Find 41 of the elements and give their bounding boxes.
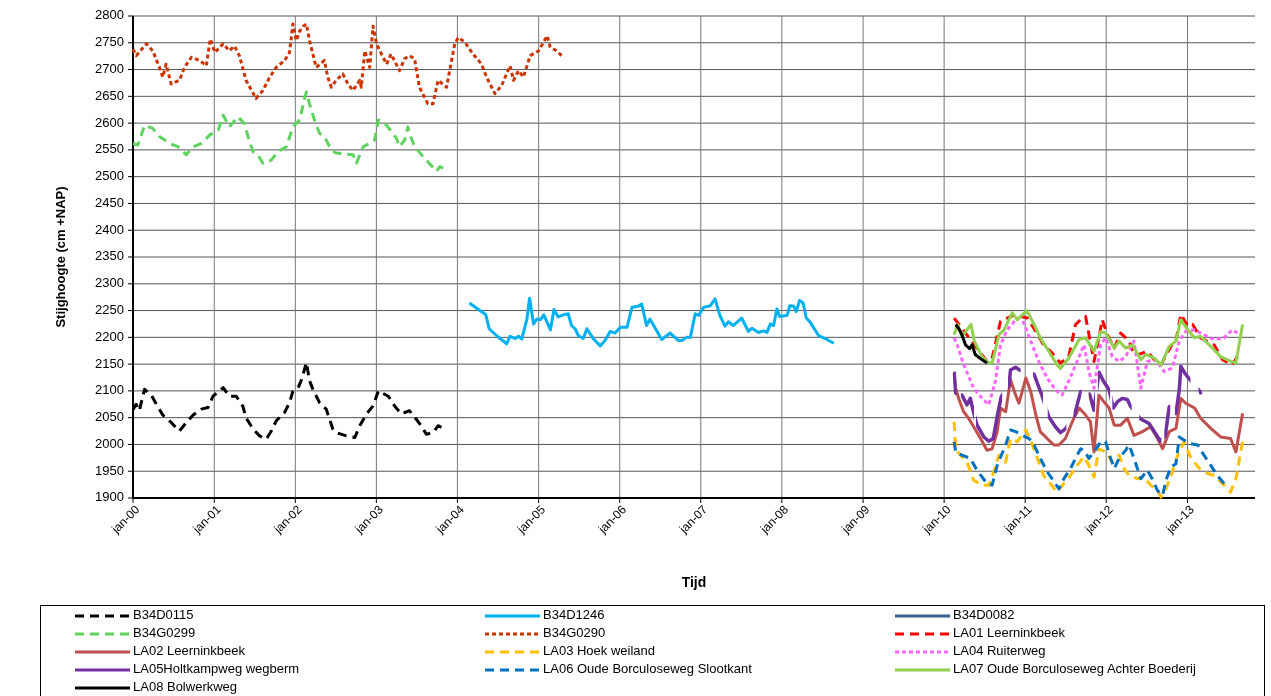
- legend-label: LA01 Leerninkbeek: [953, 625, 1066, 641]
- legend-label: LA07 Oude Borculoseweg Achter Boederij: [953, 661, 1196, 677]
- y-tick-label: 2300: [95, 275, 124, 291]
- y-tick-label: 2650: [95, 87, 124, 103]
- y-tick-label: 2100: [95, 382, 124, 398]
- legend-label: LA08 Bolwerkweg: [133, 679, 238, 695]
- line-series: [131, 90, 445, 173]
- y-tick-label: 2600: [95, 114, 124, 130]
- line-series: [953, 364, 1203, 443]
- y-tick-label: 2150: [95, 355, 124, 371]
- y-tick-label: 1950: [95, 462, 124, 478]
- legend-label: LA04 Ruiterweg: [953, 643, 1046, 659]
- line-series: [467, 296, 836, 348]
- legend-label: B34D0115: [133, 607, 194, 623]
- y-tick-label: 2000: [95, 435, 124, 451]
- legend-label: B34G0290: [543, 625, 606, 641]
- line-series: [952, 420, 1245, 499]
- line-series: [954, 322, 989, 365]
- legend-label: LA06 Oude Borculoseweg Slootkant: [543, 661, 753, 677]
- y-axis-title: Stijghoogte (cm +NAP): [53, 186, 69, 328]
- legend-label: LA03 Hoek weiland: [543, 643, 656, 659]
- y-tick-label: 2350: [95, 248, 124, 264]
- legend-label: LA05Holtkampweg wegberm: [133, 661, 300, 677]
- y-tick-label: 2400: [95, 221, 124, 237]
- y-tick-label: 2800: [95, 7, 124, 23]
- y-tick-label: 2050: [95, 409, 124, 425]
- legend-label: LA02 Leerninkbeek: [133, 643, 246, 659]
- y-tick-label: 2700: [95, 60, 124, 76]
- y-tick-label: 2550: [95, 141, 124, 157]
- line-series: [131, 22, 564, 106]
- legend-label: B34D1246: [543, 607, 605, 623]
- y-tick-label: 2200: [95, 328, 124, 344]
- y-tick-label: 2450: [95, 194, 124, 210]
- y-tick-label: 2500: [95, 168, 124, 184]
- legend-label: B34D0082: [953, 607, 1015, 623]
- x-axis-title: Tijd: [681, 573, 707, 590]
- y-tick-label: 2250: [95, 301, 124, 317]
- y-tick-label: 2750: [95, 34, 124, 50]
- legend-label: B34G0299: [133, 625, 196, 641]
- line-series: [952, 428, 1226, 497]
- y-tick-label: 1900: [95, 489, 124, 505]
